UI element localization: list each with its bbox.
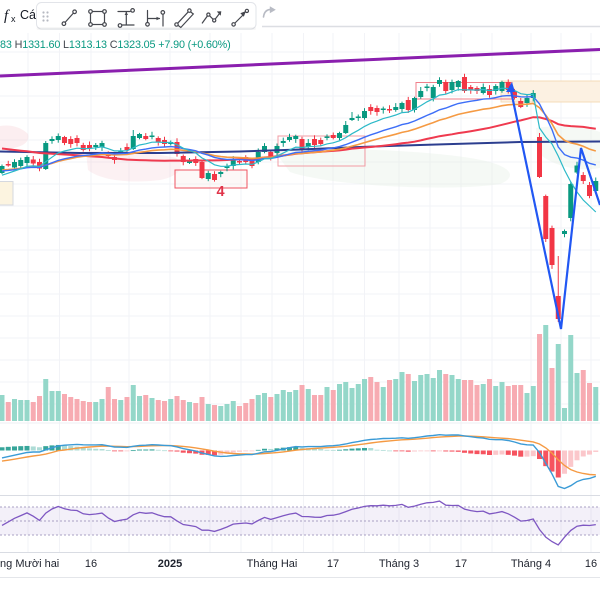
svg-text:4: 4 <box>216 184 224 200</box>
svg-text:Tháng 4: Tháng 4 <box>511 558 551 570</box>
svg-text:f: f <box>4 8 10 24</box>
svg-text:2025: 2025 <box>158 558 182 570</box>
svg-text:17: 17 <box>455 558 467 570</box>
svg-text:16: 16 <box>585 558 597 570</box>
svg-text:17: 17 <box>327 558 339 570</box>
svg-text:tháng Mười hai: tháng Mười hai <box>0 558 59 570</box>
svg-text:83 H1331.60 L1313.13 C1323.05: 83 H1331.60 L1313.13 C1323.05 +7.90 (+0.… <box>0 39 231 51</box>
svg-text:x: x <box>11 14 16 24</box>
svg-text:Tháng Hai: Tháng Hai <box>247 558 298 570</box>
svg-text:16: 16 <box>85 558 97 570</box>
svg-text:Tháng 3: Tháng 3 <box>379 558 419 570</box>
